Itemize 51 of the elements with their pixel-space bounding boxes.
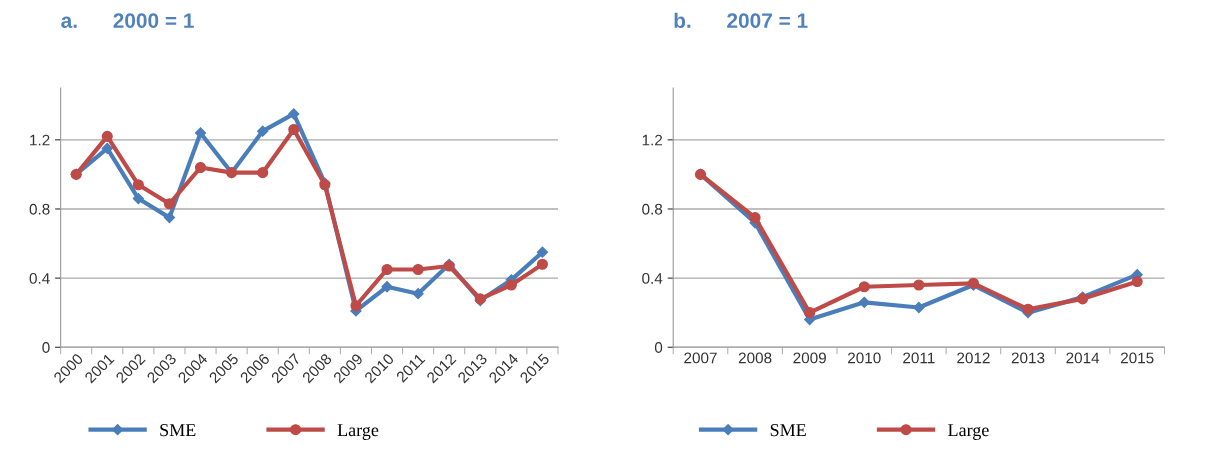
point: [913, 279, 925, 291]
point: [412, 288, 424, 300]
point: [101, 142, 113, 155]
point: [132, 192, 144, 205]
point: [101, 130, 113, 142]
point: [288, 123, 300, 136]
point: [505, 279, 517, 291]
x-tick-label: 2011: [903, 352, 935, 364]
point: [288, 108, 300, 120]
point: [1022, 303, 1034, 315]
y-tick-label: 0.8: [642, 203, 663, 215]
legend-label: SME: [160, 424, 196, 437]
x-tick-label: 2012: [957, 352, 990, 364]
point: [536, 258, 548, 270]
x-tick-label: 2013: [1011, 352, 1045, 364]
y-tick-label: 1.2: [642, 134, 663, 146]
y-tick-label: 0.8: [29, 203, 50, 215]
y-tick-label: 0.4: [642, 272, 663, 284]
point: [194, 127, 207, 139]
point: [381, 263, 393, 276]
chart-title: a. 2000 = 1: [61, 13, 194, 28]
legend-label: Large: [948, 424, 989, 440]
point: [858, 296, 870, 308]
point: [412, 263, 424, 276]
y-tick-label: 0.4: [29, 272, 50, 284]
point: [858, 281, 870, 293]
y-tick-label: 1.2: [30, 134, 50, 146]
x-tick-label: 2015: [1120, 352, 1154, 364]
x-tick-label: 2007: [684, 352, 717, 364]
point: [132, 179, 144, 191]
x-tick-label: 2008: [738, 352, 772, 364]
point: [804, 307, 816, 319]
legend-label: Large: [337, 424, 379, 440]
point: [257, 125, 269, 137]
point: [163, 212, 176, 224]
x-tick-label: 2014: [1066, 352, 1100, 364]
legend-label: SME: [770, 424, 806, 437]
point: [1131, 276, 1143, 288]
point: [257, 167, 269, 179]
point: [194, 161, 207, 174]
y-tick-label: 0: [654, 342, 663, 353]
chart-title: b. 2007 = 1: [674, 12, 808, 28]
y-tick-label: 0: [42, 342, 50, 353]
point: [536, 246, 549, 258]
point: [381, 281, 393, 293]
point: [749, 212, 761, 224]
x-tick-label: 2010: [848, 352, 881, 364]
x-tick-label: 2009: [793, 352, 826, 364]
point: [913, 301, 925, 314]
point: [163, 198, 175, 210]
point: [350, 300, 362, 312]
